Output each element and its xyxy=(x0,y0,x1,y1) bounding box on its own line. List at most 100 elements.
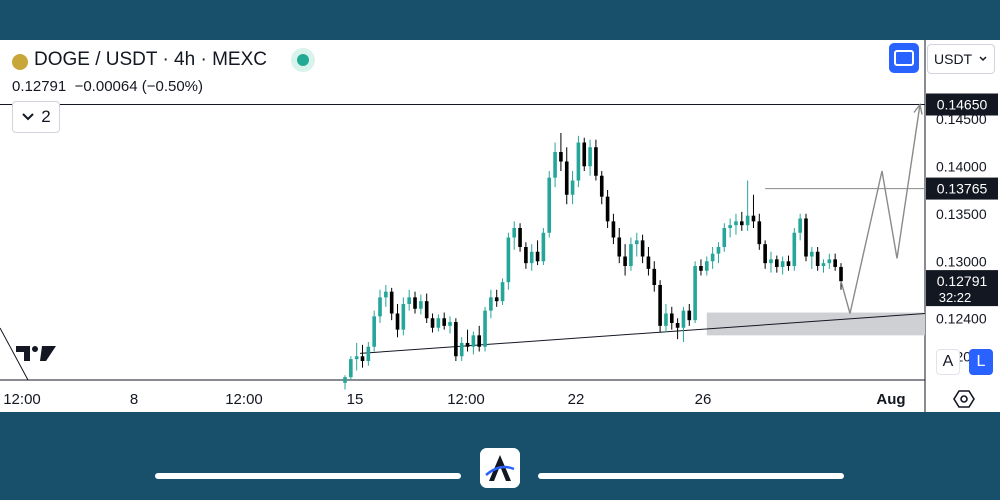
price-tag xyxy=(926,93,998,116)
candle-body xyxy=(436,318,441,328)
candle-body xyxy=(833,259,837,267)
candle-body xyxy=(716,247,721,254)
price-tag xyxy=(926,270,998,307)
candle-body xyxy=(430,318,435,328)
price-change-pct: (−0.50%) xyxy=(141,78,204,95)
left-trend-line xyxy=(0,327,29,381)
price-change: −0.00064 xyxy=(74,78,138,95)
price-tag-label: 0.13765 xyxy=(937,181,988,197)
candle-body xyxy=(664,313,668,326)
demand-zone xyxy=(706,312,925,336)
x-tick-label: 8 xyxy=(130,391,138,408)
candle-body xyxy=(827,259,832,264)
indicators-toggle-button[interactable]: 2 xyxy=(12,101,60,133)
candle-body xyxy=(541,232,546,262)
candle-body xyxy=(792,232,797,266)
nav-handle-right xyxy=(538,473,844,479)
auto-scale-button[interactable]: A xyxy=(936,349,960,375)
settings-icon[interactable] xyxy=(953,388,975,410)
candle-body xyxy=(459,342,464,357)
candle-body xyxy=(547,177,552,233)
log-scale-button[interactable]: L xyxy=(969,349,993,375)
candle-body xyxy=(535,251,540,262)
chart-frame xyxy=(0,40,1000,412)
candle-body xyxy=(424,301,429,319)
candle-body xyxy=(710,253,715,262)
candle-body xyxy=(524,247,528,264)
candle-body xyxy=(599,175,604,197)
candle-body xyxy=(745,215,750,226)
chevron-down-icon xyxy=(979,56,987,62)
nav-handle-left xyxy=(155,473,461,479)
candle-body xyxy=(786,261,791,266)
candle-body xyxy=(751,215,756,222)
candle-body xyxy=(500,282,505,302)
projected-arrowhead xyxy=(913,102,923,115)
price-tag xyxy=(926,177,998,200)
candle-body xyxy=(454,322,458,357)
projected-path xyxy=(840,104,921,314)
candle-body xyxy=(494,297,499,302)
bar-countdown: 32:22 xyxy=(939,290,972,305)
currency-select[interactable]: USDT xyxy=(927,44,995,74)
candle-body xyxy=(815,251,820,266)
candle-body xyxy=(804,218,808,257)
candle-body xyxy=(652,268,657,285)
quote-line: 0.12791 −0.00064 (−0.50%) xyxy=(12,78,203,95)
candle-body xyxy=(681,310,686,328)
candle-body xyxy=(389,291,394,314)
price-tag-label: 0.12791 xyxy=(937,273,988,289)
candle-body xyxy=(343,377,347,383)
candle-body xyxy=(401,304,406,330)
candle-body xyxy=(634,240,639,245)
candle-body xyxy=(588,147,592,167)
candle-body xyxy=(769,259,773,264)
y-tick-label: 0.13000 xyxy=(936,253,987,269)
y-tick-label: 0.14000 xyxy=(936,158,987,174)
candle-body xyxy=(465,342,470,347)
candle-body xyxy=(354,356,359,360)
candle-body xyxy=(669,313,674,323)
candle-body xyxy=(471,335,476,347)
fullscreen-icon xyxy=(894,50,914,66)
candle-body xyxy=(360,356,365,361)
candle-body xyxy=(564,161,569,195)
candle-body xyxy=(780,261,785,267)
candle-body xyxy=(442,318,447,326)
brand-logo-icon xyxy=(480,448,520,488)
chevron-down-icon xyxy=(22,113,34,121)
indicators-count: 2 xyxy=(41,107,51,126)
candle-body xyxy=(372,316,376,347)
candle-body xyxy=(623,256,627,266)
candle-body xyxy=(821,263,826,266)
x-tick-label: 22 xyxy=(568,391,585,408)
candle-body xyxy=(594,147,598,176)
candle-body xyxy=(570,180,575,195)
candle-body xyxy=(582,142,587,167)
candle-body xyxy=(617,237,622,257)
candle-body xyxy=(512,228,517,238)
candle-body xyxy=(658,285,662,326)
candle-body xyxy=(605,196,610,222)
y-tick-label: 0.13500 xyxy=(936,206,987,222)
candle-body xyxy=(559,152,563,162)
candle-body xyxy=(407,297,411,304)
x-tick-label: 12:00 xyxy=(3,391,41,408)
candle-body xyxy=(518,228,522,247)
candle-body xyxy=(576,142,581,181)
candle-body xyxy=(798,218,802,233)
symbol-header[interactable]: DOGE / USDT · 4h · MEXC xyxy=(12,48,315,72)
candle-body xyxy=(757,221,762,245)
candle-body xyxy=(611,221,616,238)
market-open-icon xyxy=(290,48,315,72)
y-tick-label: 0.12400 xyxy=(936,310,987,326)
last-price: 0.12791 xyxy=(12,78,67,95)
candle-body xyxy=(687,310,692,321)
candle-body xyxy=(366,346,371,361)
candle-body xyxy=(739,221,744,226)
x-tick-label: 12:00 xyxy=(447,391,485,408)
candle-body xyxy=(529,251,534,264)
candle-body xyxy=(489,297,493,311)
fullscreen-button[interactable] xyxy=(889,43,919,73)
